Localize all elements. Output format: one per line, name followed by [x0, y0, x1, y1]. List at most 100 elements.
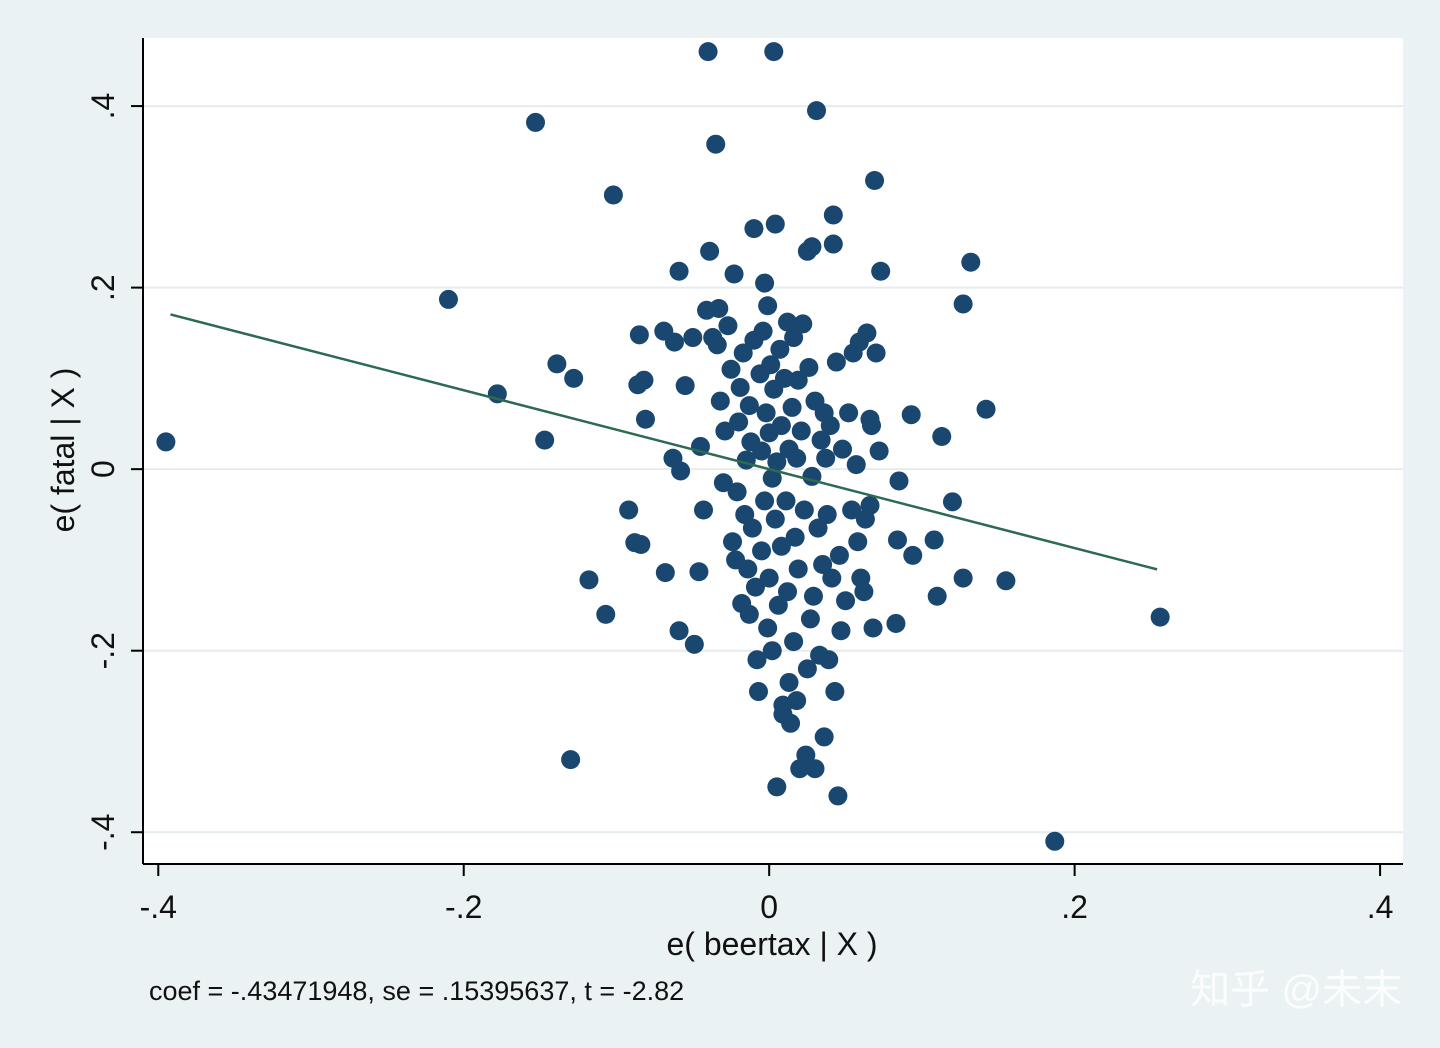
scatter-point [629, 325, 649, 345]
watermark-text: 知乎 @未末 [1190, 968, 1402, 1012]
scatter-point [729, 412, 749, 432]
scatter-point [742, 518, 762, 538]
scatter-point [723, 532, 743, 552]
scatter-point [848, 532, 868, 552]
x-tick-label: 0 [760, 889, 778, 925]
scatter-point [802, 237, 822, 257]
regression-note: coef = -.43471948, se = .15395637, t = -… [149, 976, 684, 1006]
scatter-point [800, 609, 820, 629]
scatter-point [156, 432, 176, 452]
scatter-point [831, 621, 851, 641]
scatter-point [829, 545, 849, 565]
scatter-point [794, 500, 814, 520]
x-tick-label: .4 [1367, 889, 1394, 925]
scatter-point [871, 261, 891, 281]
scatter-point [744, 219, 764, 239]
scatter-point [823, 205, 843, 225]
y-tick-labels: -.4 -.2 0 .2 .4 [85, 93, 121, 851]
scatter-point [698, 42, 718, 62]
scatter-point [738, 559, 758, 579]
scatter-point [758, 618, 778, 638]
scatter-point [862, 416, 882, 436]
scatter-point [927, 586, 947, 606]
y-tick-label: .2 [85, 274, 121, 301]
scatter-point [689, 562, 709, 582]
scatter-point [797, 659, 817, 679]
scatter-point [669, 261, 689, 281]
scatter-point [787, 691, 807, 711]
scatter-point [713, 473, 733, 493]
scatter-point [438, 289, 458, 309]
scatter-point [839, 403, 859, 423]
scatter-point [535, 430, 555, 450]
scatter-point [854, 582, 874, 602]
scatter-point [857, 323, 877, 343]
scatter-point [866, 343, 886, 363]
scatter-point [707, 335, 727, 355]
scatter-point [739, 396, 759, 416]
scatter-point [886, 613, 906, 633]
scatter-point [724, 264, 744, 284]
scatter-point [747, 650, 767, 670]
scatter-point [887, 530, 907, 550]
y-tick-label: -.4 [85, 814, 121, 851]
scatter-point [832, 439, 852, 459]
scatter-point [793, 314, 813, 334]
scatter-point [785, 527, 805, 547]
plot-area [143, 38, 1403, 864]
scatter-point [764, 42, 784, 62]
scatter-point [869, 441, 889, 461]
scatter-point [778, 582, 798, 602]
scatter-point [727, 482, 747, 502]
scatter-point [822, 568, 842, 588]
scatter-point [779, 672, 799, 692]
scatter-point [814, 727, 834, 747]
scatter-point [784, 328, 804, 348]
scatter-point [932, 426, 952, 446]
scatter-point [758, 296, 778, 316]
scatter-point [721, 359, 741, 379]
scatter-point [710, 391, 730, 411]
scatter-point [669, 621, 689, 641]
scatter-point [996, 571, 1016, 591]
scatter-point [762, 641, 782, 661]
scatter-point [860, 495, 880, 515]
scatter-point [808, 518, 828, 538]
scatter-point [631, 534, 651, 554]
scatter-point [778, 312, 798, 332]
y-tick-label: .4 [85, 93, 121, 120]
scatter-point [706, 134, 726, 154]
scatter-point [819, 650, 839, 670]
y-tick-label: -.2 [85, 632, 121, 669]
scatter-point [816, 448, 836, 468]
x-axis-title: e( beertax | X ) [666, 926, 877, 962]
scatter-point [807, 101, 827, 121]
scatter-point [526, 112, 546, 132]
scatter-point [976, 399, 996, 419]
scatter-point [730, 377, 750, 397]
scatter-point [813, 554, 833, 574]
scatter-point [901, 405, 921, 425]
scatter-point [961, 252, 981, 272]
scatter-point [805, 759, 825, 779]
scatter-point [564, 368, 584, 388]
scatter-point [671, 461, 691, 481]
scatter-point [903, 545, 923, 565]
scatter-point [684, 634, 704, 654]
scatter-point [745, 577, 765, 597]
scatter-point [770, 339, 790, 359]
scatter-point [782, 397, 802, 417]
scatter-point [784, 632, 804, 652]
scatter-point [846, 455, 866, 475]
scatter-point [863, 618, 883, 638]
scatter-point [768, 595, 788, 615]
scatter-point [700, 241, 720, 261]
scatter-point [791, 421, 811, 441]
scatter-point [942, 492, 962, 512]
scatter-point [787, 448, 807, 468]
scatter-point [842, 500, 862, 520]
scatter-point [825, 682, 845, 702]
scatter-point [759, 568, 779, 588]
scatter-point [823, 234, 843, 254]
